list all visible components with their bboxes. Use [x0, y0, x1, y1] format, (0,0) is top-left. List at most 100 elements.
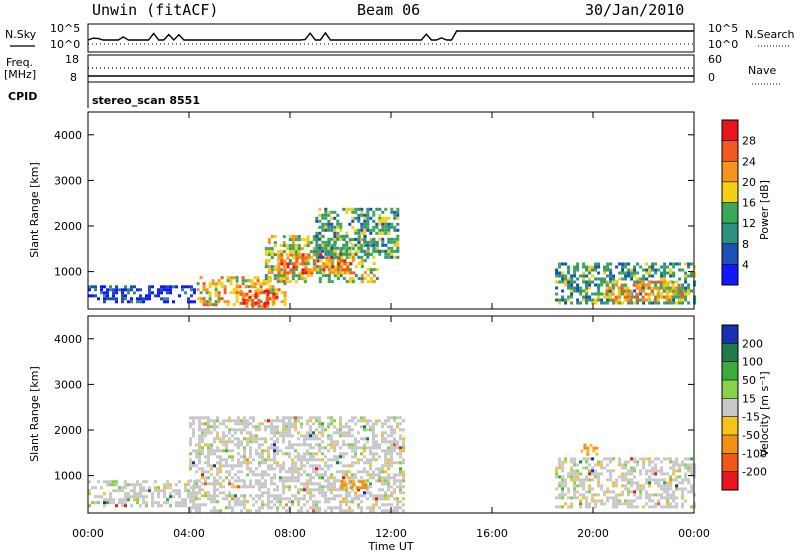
heatmap-cell [312, 452, 315, 456]
heatmap-cell [629, 292, 633, 296]
heatmap-cell [318, 482, 321, 486]
heatmap-cell [157, 294, 160, 298]
heatmap-cell [260, 304, 264, 308]
heatmap-cell [288, 419, 291, 423]
heatmap-cell [669, 505, 673, 509]
heatmap-cell [654, 481, 658, 485]
heatmap-cell [239, 292, 243, 296]
heatmap-cell [372, 213, 376, 217]
heatmap-cell [681, 268, 685, 272]
power-heatmap [88, 207, 697, 308]
heatmap-cell [378, 467, 381, 471]
heatmap-cell [242, 292, 246, 296]
beam-title: Beam 06 [357, 1, 420, 19]
heatmap-cell [318, 219, 322, 223]
heatmap-cell [285, 452, 288, 456]
heatmap-cell [240, 422, 243, 426]
heatmap-cell [662, 283, 666, 287]
heatmap-cell [282, 434, 285, 438]
heatmap-cell [201, 473, 204, 477]
heatmap-cell [124, 285, 127, 289]
heatmap-cell [618, 460, 622, 464]
heatmap-cell [384, 509, 387, 513]
heatmap-cell [657, 469, 661, 473]
heatmap-cell [645, 277, 649, 281]
heatmap-cell [681, 496, 685, 500]
heatmap-cell [297, 470, 300, 474]
heatmap-cell [345, 280, 349, 284]
heatmap-cell [636, 463, 640, 467]
heatmap-cell [208, 300, 212, 304]
heatmap-cell [597, 277, 601, 281]
heatmap-cell [240, 440, 243, 444]
heatmap-cell [579, 493, 583, 497]
heatmap-cell [318, 268, 322, 272]
heatmap-cell [213, 440, 216, 444]
heatmap-cell [345, 207, 349, 211]
heatmap-cell [585, 478, 589, 482]
heatmap-cell [336, 231, 340, 235]
heatmap-cell [273, 476, 276, 480]
heatmap-cell [210, 500, 213, 504]
heatmap-cell [678, 466, 682, 470]
heatmap-cell [636, 262, 640, 266]
heatmap-cell [288, 476, 291, 480]
freq-label: Freq. [6, 56, 33, 69]
heatmap-cell [381, 231, 385, 235]
heatmap-cell [237, 440, 240, 444]
heatmap-cell [291, 494, 294, 498]
heatmap-cell [187, 489, 190, 493]
heatmap-cell [678, 469, 682, 473]
heatmap-cell [280, 291, 284, 295]
heatmap-cell [232, 303, 236, 307]
heatmap-cell [582, 289, 586, 293]
heatmap-cell [606, 490, 610, 494]
heatmap-cell [396, 485, 399, 489]
heatmap-cell [204, 455, 207, 459]
heatmap-cell [321, 249, 325, 253]
heatmap-cell [381, 243, 385, 247]
heatmap-cell [665, 298, 669, 302]
heatmap-cell [100, 285, 103, 289]
heatmap-cell [561, 478, 565, 482]
heatmap-cell [390, 449, 393, 453]
heatmap-cell [345, 488, 348, 492]
heatmap-cell [243, 422, 246, 426]
colorbar-tick-label: 20 [742, 176, 756, 189]
heatmap-cell [630, 268, 634, 272]
heatmap-cell [648, 265, 652, 269]
heatmap-cell [297, 452, 300, 456]
heatmap-cell [354, 207, 358, 211]
heatmap-cell [663, 457, 667, 461]
heatmap-cell [321, 246, 325, 250]
heatmap-cell [627, 289, 631, 293]
heatmap-cell [348, 250, 352, 254]
heatmap-cell [399, 491, 402, 495]
heatmap-cell [357, 235, 361, 239]
heatmap-cell [228, 494, 231, 498]
heatmap-cell [636, 484, 640, 488]
heatmap-cell [151, 495, 154, 499]
velocity-panel-frame [87, 315, 695, 514]
heatmap-cell [357, 461, 360, 465]
heatmap-cell [208, 294, 212, 298]
heatmap-cell [399, 446, 402, 450]
heatmap-cell [334, 271, 338, 275]
heatmap-cell [357, 244, 361, 248]
heatmap-cell [306, 434, 309, 438]
heatmap-cell [264, 503, 267, 507]
heatmap-cell [254, 295, 258, 299]
heatmap-cell [225, 494, 228, 498]
heatmap-cell [352, 480, 356, 484]
heatmap-cell [214, 288, 218, 292]
heatmap-cell [327, 219, 331, 223]
heatmap-cell [654, 502, 658, 506]
heatmap-cell [348, 431, 351, 435]
heatmap-cell [390, 416, 393, 420]
heatmap-cell [198, 497, 201, 501]
heatmap-cell [629, 289, 633, 293]
heatmap-cell [264, 419, 267, 423]
heatmap-cell [330, 446, 333, 450]
heatmap-cell [115, 504, 118, 508]
